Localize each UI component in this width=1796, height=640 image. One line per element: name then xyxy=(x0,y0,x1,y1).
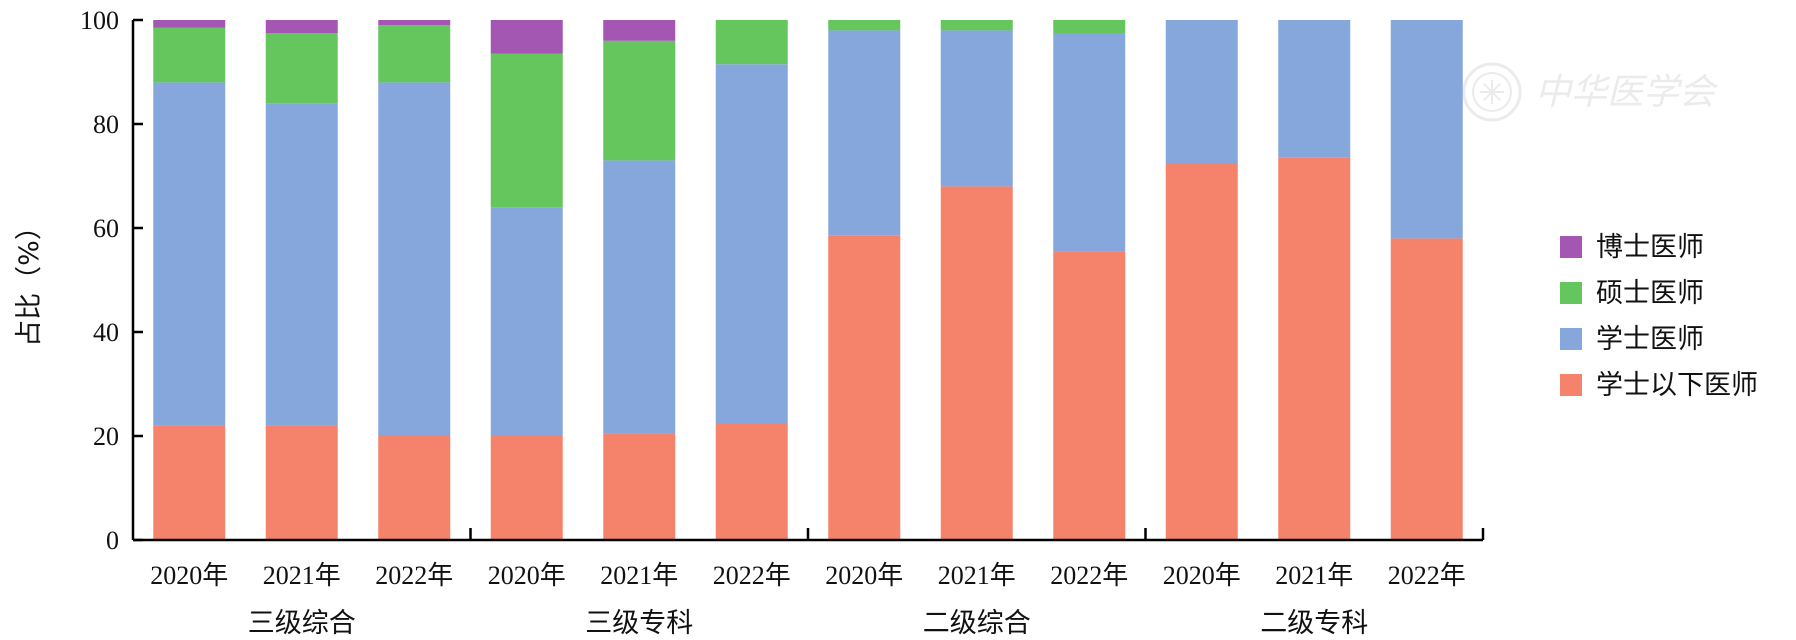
group-label-0: 三级综合 xyxy=(248,608,356,639)
watermark-seal-icon xyxy=(1462,62,1522,122)
x-tick-label-11: 2022年 xyxy=(1388,561,1466,590)
bar-segment-0-0 xyxy=(153,425,226,540)
bar-segment-0-7 xyxy=(940,186,1013,540)
y-tick-label-0: 0 xyxy=(106,526,119,555)
bar-segment-1-9 xyxy=(1165,20,1238,163)
legend-label-0: 博士医师 xyxy=(1596,232,1704,263)
bar-segment-3-1 xyxy=(265,20,338,33)
bar-segment-2-8 xyxy=(1053,20,1126,33)
axes xyxy=(131,18,1485,542)
bar-segment-3-2 xyxy=(378,20,451,26)
y-axis-label: 占比（%） xyxy=(14,213,45,347)
bar-segment-1-1 xyxy=(265,103,338,426)
y-tick-labels: 0 20 40 60 80 100 xyxy=(80,6,119,555)
bar-segment-0-9 xyxy=(1165,163,1238,540)
legend-label-1: 硕士医师 xyxy=(1596,278,1704,309)
bar-segment-2-6 xyxy=(828,20,901,31)
x-tick-label-0: 2020年 xyxy=(150,561,228,590)
y-tick-label-4: 80 xyxy=(93,110,119,139)
bar-segment-0-3 xyxy=(490,436,563,540)
watermark-text: 中华医学会 xyxy=(1535,72,1719,113)
x-tick-label-4: 2021年 xyxy=(600,561,678,590)
bar-segment-1-7 xyxy=(940,30,1013,187)
bar-segment-3-0 xyxy=(153,20,226,28)
x-tick-label-1: 2021年 xyxy=(263,561,341,590)
bar-segment-1-6 xyxy=(828,30,901,236)
y-tick-label-3: 60 xyxy=(93,214,119,243)
group-label-2: 二级综合 xyxy=(923,608,1031,639)
bar-segment-3-4 xyxy=(603,20,676,41)
bar-segment-0-2 xyxy=(378,436,451,540)
bar-segment-1-3 xyxy=(490,207,563,436)
y-tick-label-5: 100 xyxy=(80,6,119,35)
bar-segment-1-8 xyxy=(1053,33,1126,252)
bar-segment-0-6 xyxy=(828,235,901,541)
x-tick-label-7: 2021年 xyxy=(938,561,1016,590)
bar-segment-2-1 xyxy=(265,33,338,104)
bar-segment-1-4 xyxy=(603,160,676,434)
x-tick-labels: 2020年 2021年 2022年 2020年 2021年 2022年 2020年 2021年… xyxy=(150,561,1466,590)
group-label-3: 二级专科 xyxy=(1260,608,1368,639)
x-tick-label-9: 2020年 xyxy=(1163,561,1241,590)
legend-label-2: 学士医师 xyxy=(1596,324,1704,355)
legend-swatch-0 xyxy=(1560,236,1582,258)
x-tick-label-3: 2020年 xyxy=(488,561,566,590)
bar-segment-2-4 xyxy=(603,40,676,161)
bar-segment-0-11 xyxy=(1390,238,1463,540)
bar-segment-2-5 xyxy=(715,20,788,65)
x-tick-label-5: 2022年 xyxy=(713,561,791,590)
bar-segment-3-3 xyxy=(490,20,563,54)
bar-segment-0-1 xyxy=(265,425,338,540)
bar-segment-1-11 xyxy=(1390,20,1463,239)
bar-segment-0-4 xyxy=(603,433,676,540)
x-tick-label-10: 2021年 xyxy=(1275,561,1353,590)
bar-segment-2-3 xyxy=(490,53,563,208)
y-tick-label-2: 40 xyxy=(93,318,119,347)
bar-segment-2-7 xyxy=(940,20,1013,31)
legend-swatch-2 xyxy=(1560,328,1582,350)
x-tick-label-8: 2022年 xyxy=(1050,561,1128,590)
group-labels: 三级综合 三级专科 二级综合 二级专科 xyxy=(248,608,1369,639)
legend-label-3: 学士以下医师 xyxy=(1596,370,1758,401)
watermark: 中华医学会 xyxy=(1462,62,1719,122)
x-tick-label-2: 2022年 xyxy=(375,561,453,590)
bar-segment-1-0 xyxy=(153,82,226,426)
bars xyxy=(153,20,1463,541)
bar-segment-0-8 xyxy=(1053,251,1126,540)
bar-segment-0-5 xyxy=(715,423,788,540)
bar-segment-1-2 xyxy=(378,82,451,437)
x-tick-label-6: 2020年 xyxy=(825,561,903,590)
bar-segment-2-0 xyxy=(153,27,226,83)
bar-segment-0-10 xyxy=(1278,157,1351,541)
bar-segment-1-5 xyxy=(715,64,788,423)
group-label-1: 三级专科 xyxy=(585,608,693,639)
legend-swatch-1 xyxy=(1560,282,1582,304)
legend-swatch-3 xyxy=(1560,374,1582,396)
bar-segment-1-10 xyxy=(1278,20,1351,158)
y-tick-label-1: 20 xyxy=(93,422,119,451)
bar-segment-2-2 xyxy=(378,25,451,83)
